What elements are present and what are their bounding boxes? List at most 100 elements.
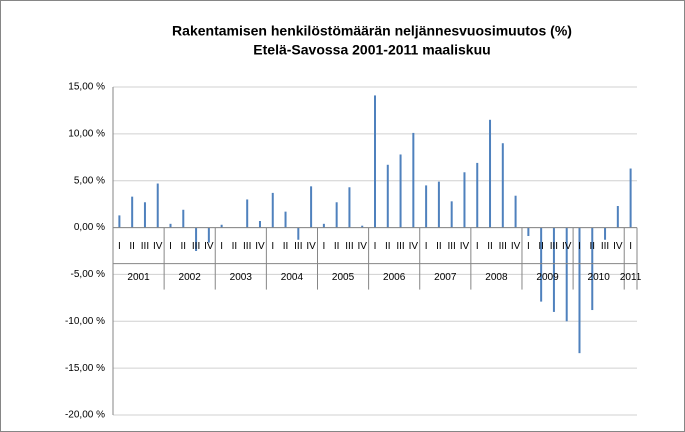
bar xyxy=(501,143,504,228)
x-tick-label: I xyxy=(169,241,172,252)
x-tick-label: IV xyxy=(511,241,521,252)
bar xyxy=(322,223,325,228)
y-tick-label: -15,00 % xyxy=(65,363,105,374)
x-tick-label: IV xyxy=(409,241,419,252)
x-tick-label: II xyxy=(334,241,340,252)
year-label: 2005 xyxy=(332,272,355,283)
x-tick-label: II xyxy=(538,241,544,252)
bar xyxy=(361,225,364,228)
x-tick-label: I xyxy=(220,241,223,252)
x-tick-label: II xyxy=(487,241,493,252)
year-label: 2001 xyxy=(127,272,150,283)
bar xyxy=(258,221,261,228)
x-tick-label: I xyxy=(374,241,377,252)
x-tick-label: III xyxy=(243,241,251,252)
bar xyxy=(220,224,223,228)
bar xyxy=(374,95,376,228)
bar xyxy=(386,164,389,228)
bar xyxy=(616,206,619,228)
x-tick-label: IV xyxy=(255,241,265,252)
y-tick-label: 10,00 % xyxy=(68,128,105,139)
x-tick-label: II xyxy=(589,241,595,252)
x-tick-label: III xyxy=(396,241,404,252)
x-tick-label: II xyxy=(283,241,289,252)
y-tick-label: 15,00 % xyxy=(68,82,105,93)
bar xyxy=(207,227,210,243)
bar xyxy=(399,154,402,228)
bar xyxy=(514,195,517,228)
x-tick-label: IV xyxy=(562,241,572,252)
x-tick-label: III xyxy=(294,241,302,252)
y-tick-label: -5,00 % xyxy=(71,269,106,280)
x-tick-label: III xyxy=(448,241,456,252)
year-label: 2008 xyxy=(485,272,508,283)
bar xyxy=(335,202,338,228)
bar xyxy=(450,201,453,228)
bar xyxy=(489,119,492,228)
year-label: 2010 xyxy=(588,272,611,283)
bar xyxy=(604,227,607,240)
bar xyxy=(131,196,134,228)
x-tick-label: IV xyxy=(204,241,214,252)
x-tick-label: I xyxy=(629,241,632,252)
bar xyxy=(169,223,172,228)
bar xyxy=(540,227,543,302)
bar xyxy=(527,227,530,237)
x-tick-label: III xyxy=(192,241,200,252)
year-label: 2006 xyxy=(383,272,406,283)
bar xyxy=(463,172,466,228)
year-label: 2003 xyxy=(230,272,253,283)
bar xyxy=(271,192,274,228)
y-tick-label: 0,00 % xyxy=(74,222,105,233)
bar xyxy=(310,186,313,228)
bar xyxy=(297,227,300,240)
x-tick-label: I xyxy=(271,241,274,252)
bar xyxy=(143,202,146,228)
bar xyxy=(348,187,351,228)
x-tick-label: III xyxy=(550,241,558,252)
x-tick-label: IV xyxy=(460,241,470,252)
x-tick-label: II xyxy=(181,241,187,252)
x-tick-label: III xyxy=(345,241,353,252)
bar xyxy=(591,227,594,311)
bar xyxy=(437,181,440,228)
x-tick-label: I xyxy=(476,241,479,252)
x-tick-label: II xyxy=(385,241,391,252)
bar xyxy=(476,162,479,228)
x-tick-label: II xyxy=(436,241,442,252)
bar xyxy=(412,132,415,228)
x-tick-label: II xyxy=(129,241,135,252)
x-tick-label: IV xyxy=(613,241,623,252)
bar xyxy=(578,227,581,354)
bar xyxy=(284,211,287,228)
bar xyxy=(156,183,159,228)
bar xyxy=(629,168,632,228)
x-tick-label: IV xyxy=(357,241,367,252)
bar xyxy=(565,227,568,322)
x-tick-label: I xyxy=(322,241,325,252)
bar xyxy=(195,227,198,251)
year-label: 2011 xyxy=(620,272,642,283)
y-tick-label: -20,00 % xyxy=(65,410,105,421)
bar xyxy=(118,215,121,228)
x-tick-label: I xyxy=(527,241,530,252)
year-label: 2004 xyxy=(281,272,304,283)
y-tick-label: 5,00 % xyxy=(74,175,105,186)
y-tick-label: -10,00 % xyxy=(65,316,105,327)
x-tick-label: I xyxy=(425,241,428,252)
x-tick-label: III xyxy=(141,241,149,252)
x-tick-label: III xyxy=(499,241,507,252)
x-tick-label: I xyxy=(118,241,121,252)
x-tick-label: II xyxy=(232,241,238,252)
x-tick-label: IV xyxy=(306,241,316,252)
bar xyxy=(182,209,185,228)
chart-title: Etelä-Savossa 2001-2011 maaliskuu xyxy=(253,42,490,58)
bar xyxy=(246,199,249,228)
year-label: 2009 xyxy=(536,272,559,283)
x-tick-label: III xyxy=(601,241,609,252)
chart-title: Rakentamisen henkilöstömäärän neljännesv… xyxy=(172,23,572,39)
bar xyxy=(425,185,428,228)
year-label: 2002 xyxy=(179,272,202,283)
